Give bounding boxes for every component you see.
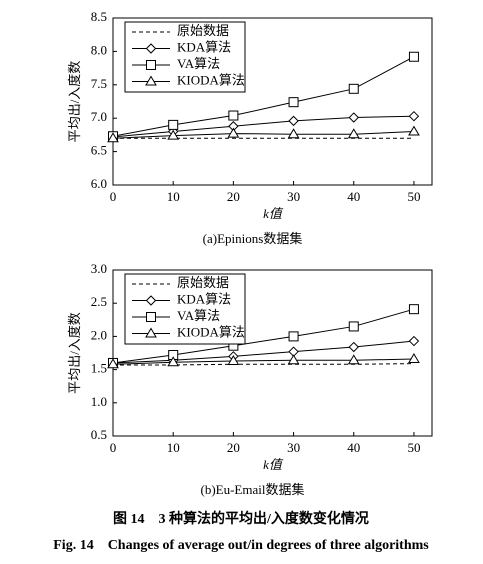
legend-label: KDA算法 xyxy=(177,39,231,54)
series-line xyxy=(112,56,415,137)
marker-diamond xyxy=(408,335,420,347)
x-tick-label: 50 xyxy=(407,440,420,455)
marker-triangle xyxy=(347,128,360,139)
y-tick-label: 8.5 xyxy=(91,9,107,24)
legend-box xyxy=(124,273,246,345)
marker-triangle xyxy=(167,356,180,367)
marker-diamond xyxy=(348,112,359,123)
plot-frame xyxy=(112,269,433,437)
marker-triangle xyxy=(408,125,420,136)
x-tick-label: 30 xyxy=(287,189,300,204)
marker-triangle xyxy=(347,354,360,365)
legend-box xyxy=(124,21,246,93)
x-tick-label: 10 xyxy=(167,440,180,455)
y-tick-label: 6.5 xyxy=(91,143,107,158)
caption-cn: 图 14 3 种算法的平均出/入度数变化情况 xyxy=(113,510,369,527)
marker-triangle xyxy=(408,352,420,363)
x-tick-label: 20 xyxy=(227,440,240,455)
marker-square xyxy=(168,119,179,130)
marker-triangle xyxy=(107,132,119,143)
marker-triangle xyxy=(227,127,240,138)
y-tick-label: 6.0 xyxy=(91,176,107,191)
y-axis-label: 平均出/入度数 xyxy=(67,312,82,394)
marker-square xyxy=(228,110,239,121)
legend-label: KIODA算法 xyxy=(177,324,245,339)
x-axis-label: k值 xyxy=(263,206,284,221)
x-tick-label: 40 xyxy=(347,440,360,455)
x-tick-label: 10 xyxy=(167,189,180,204)
marker-square xyxy=(288,97,299,108)
legend-label: 原始数据 xyxy=(177,275,229,290)
x-tick-label: 40 xyxy=(347,189,360,204)
marker-square xyxy=(408,51,419,62)
marker-diamond xyxy=(348,341,359,353)
legend-label: 原始数据 xyxy=(177,23,229,38)
series-line xyxy=(113,363,414,366)
plot-frame xyxy=(112,17,433,186)
marker-triangle xyxy=(145,327,157,338)
y-tick-label: 1.0 xyxy=(91,394,107,409)
x-tick-label: 20 xyxy=(227,189,240,204)
marker-triangle xyxy=(287,128,300,139)
marker-triangle xyxy=(107,358,119,369)
legend-label: KIODA算法 xyxy=(177,72,245,87)
x-tick-label: 0 xyxy=(110,440,117,455)
x-tick-label: 30 xyxy=(287,440,300,455)
y-tick-label: 3.0 xyxy=(91,261,107,276)
series-line xyxy=(112,340,414,364)
marker-triangle xyxy=(227,354,240,365)
y-tick-label: 2.5 xyxy=(91,294,107,309)
marker-diamond xyxy=(288,115,299,127)
x-tick-label: 50 xyxy=(407,189,420,204)
marker-square xyxy=(146,60,156,70)
x-axis-label: k值 xyxy=(263,457,284,472)
y-tick-label: 0.5 xyxy=(91,427,107,442)
y-tick-label: 8.0 xyxy=(91,42,107,57)
series-line xyxy=(112,308,415,364)
marker-triangle xyxy=(145,75,157,86)
marker-diamond xyxy=(408,110,420,122)
y-tick-label: 2.0 xyxy=(91,327,107,342)
y-tick-label: 7.5 xyxy=(91,76,107,91)
series-line xyxy=(112,358,414,365)
subtitle: (b)Eu-Email数据集 xyxy=(201,482,305,497)
marker-square xyxy=(288,331,299,342)
legend-label: VA算法 xyxy=(177,56,220,71)
caption-en: Fig. 14 Changes of average out/in degree… xyxy=(53,538,429,553)
marker-diamond xyxy=(145,295,157,306)
marker-square xyxy=(408,304,419,315)
marker-diamond xyxy=(145,43,157,54)
legend-label: KDA算法 xyxy=(177,291,231,306)
subtitle: (a)Epinions数据集 xyxy=(203,231,303,246)
marker-square xyxy=(348,321,359,332)
y-axis-label: 平均出/入度数 xyxy=(67,61,82,143)
y-tick-label: 7.0 xyxy=(91,109,107,124)
marker-square xyxy=(146,312,156,322)
y-tick-label: 1.5 xyxy=(91,361,107,376)
series-line xyxy=(112,131,414,139)
marker-triangle xyxy=(167,129,180,140)
series-line xyxy=(112,115,414,138)
marker-square xyxy=(348,83,359,94)
legend-label: VA算法 xyxy=(177,308,220,323)
marker-triangle xyxy=(287,354,300,365)
x-tick-label: 0 xyxy=(110,189,117,204)
